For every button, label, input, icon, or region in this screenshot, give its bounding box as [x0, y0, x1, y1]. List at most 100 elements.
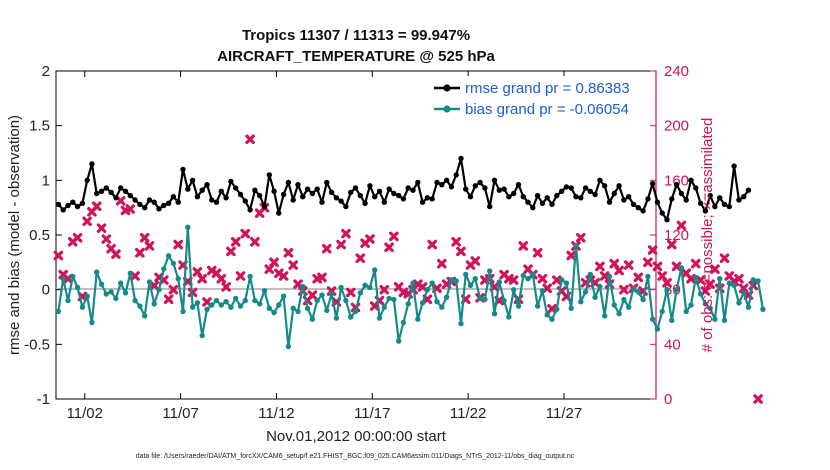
bias-marker — [741, 290, 747, 296]
rmse-marker — [563, 184, 570, 190]
rmse-marker — [649, 180, 656, 187]
assimilated-obs-marker — [125, 204, 136, 214]
bias-marker — [472, 276, 478, 282]
rmse-marker — [242, 198, 248, 204]
bias-marker — [439, 304, 445, 310]
bias-marker — [410, 280, 416, 286]
assimilated-obs-marker — [508, 275, 519, 285]
rmse-marker — [376, 188, 383, 194]
bias-marker — [506, 314, 512, 320]
bias-marker — [458, 320, 464, 327]
assimilated-obs-marker — [667, 239, 677, 250]
bias-marker — [491, 311, 498, 317]
legend-bias-label: bias grand pr = -0.06054 — [465, 101, 629, 118]
bias-marker — [122, 290, 129, 296]
assimilated-obs-marker — [652, 261, 663, 272]
assimilated-obs-marker — [710, 264, 720, 274]
x-tick-label: 11/12 — [258, 405, 294, 422]
bias-marker — [616, 311, 622, 317]
assimilated-obs-marker — [115, 196, 126, 206]
assimilated-obs-marker — [230, 237, 241, 247]
assimilated-obs-marker — [547, 304, 557, 314]
bias-marker — [146, 279, 153, 285]
bias-marker — [554, 306, 560, 312]
rmse-marker — [237, 191, 244, 198]
bias-marker — [175, 276, 181, 282]
x-tick-label: 11/17 — [354, 405, 390, 422]
assimilated-obs-marker — [82, 216, 92, 227]
assimilated-obs-marker — [719, 253, 730, 264]
rmse-marker — [338, 198, 344, 204]
x-tick-label: 11/07 — [162, 405, 198, 422]
bias-marker — [65, 297, 71, 304]
assimilated-obs-marker — [202, 297, 212, 307]
bias-marker — [578, 299, 584, 305]
rmse-marker — [209, 197, 215, 203]
rmse-marker — [697, 200, 704, 206]
rmse-marker — [558, 188, 565, 194]
rmse-marker — [515, 182, 522, 188]
bias-marker — [415, 316, 421, 322]
assimilated-obs-marker — [317, 272, 327, 283]
rmse-marker — [309, 190, 316, 197]
bias-marker — [137, 303, 143, 309]
bias-marker — [664, 287, 670, 293]
rmse-marker — [295, 182, 301, 188]
rmse-marker — [453, 172, 459, 178]
assimilated-obs-marker — [532, 247, 543, 258]
bias-marker — [573, 243, 579, 249]
bias-marker — [113, 295, 119, 302]
bias-marker — [309, 316, 316, 322]
rmse-marker — [199, 187, 205, 193]
rmse-marker — [60, 207, 66, 213]
bias-marker — [89, 319, 95, 326]
rmse-marker — [597, 177, 603, 183]
assimilated-obs-marker — [197, 273, 207, 284]
legend: rmse grand pr = 0.86383 bias grand pr = … — [428, 76, 650, 120]
bias-marker — [180, 308, 186, 315]
bias-marker — [357, 290, 363, 296]
rmse-marker — [391, 190, 397, 197]
bias-marker — [290, 305, 296, 311]
assimilated-obs-marker — [417, 282, 428, 292]
bias-marker — [257, 301, 263, 307]
rmse-marker — [405, 185, 411, 191]
bias-marker — [391, 296, 397, 303]
data-file-footer: data file: /Users/raeder/DAI/ATM_forcXX/… — [136, 453, 575, 460]
left-y-axis: -1 -0.5 0 0.5 1 1.5 2 — [24, 63, 62, 408]
rmse-marker — [736, 197, 742, 203]
bias-marker — [213, 297, 220, 304]
bias-marker — [558, 277, 565, 283]
assimilated-obs-marker — [101, 234, 112, 244]
chart-title-line1: Tropics 11307 / 11313 = 99.947% — [242, 27, 470, 44]
rmse-marker — [348, 189, 354, 196]
assimilated-obs-marker — [321, 243, 332, 254]
rmse-marker — [530, 205, 536, 211]
rmse-marker — [156, 206, 162, 212]
bias-marker — [228, 304, 234, 310]
bias-marker — [453, 278, 459, 284]
rmse-marker — [257, 192, 263, 199]
rmse-marker — [55, 201, 62, 208]
rmse-marker — [477, 179, 483, 186]
assimilated-obs-marker — [619, 284, 629, 295]
assimilated-obs-marker — [144, 241, 155, 251]
rmse-marker — [501, 186, 507, 192]
bias-marker — [760, 306, 766, 312]
assimilated-obs-marker — [336, 239, 346, 250]
assimilated-obs-marker — [283, 247, 294, 258]
bias-marker — [702, 301, 709, 307]
assimilated-obs-marker — [245, 134, 255, 145]
rmse-marker — [717, 195, 723, 201]
assimilated-obs-marker — [111, 249, 121, 259]
assimilated-obs-marker — [269, 257, 279, 268]
rmse-marker — [400, 196, 407, 202]
bias-marker — [549, 316, 555, 322]
assimilated-obs-marker — [355, 253, 366, 264]
rmse-marker — [626, 194, 632, 200]
bias-marker — [60, 276, 66, 282]
rmse-marker — [304, 186, 311, 192]
bias-marker — [261, 288, 268, 294]
bias-marker — [252, 297, 258, 304]
